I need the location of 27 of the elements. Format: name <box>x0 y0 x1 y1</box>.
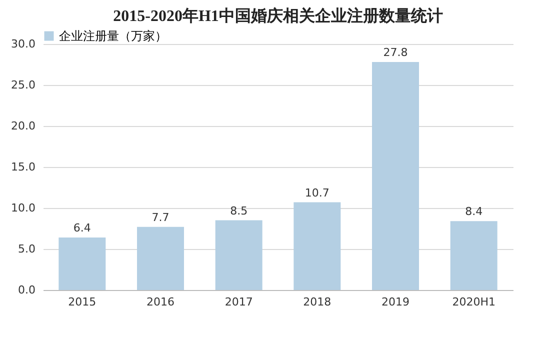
data-label: 27.8 <box>383 46 408 60</box>
data-label: 10.7 <box>304 186 330 200</box>
y-tick-label: 25.0 <box>11 78 36 92</box>
legend-label: 企业注册量（万家） <box>59 29 167 43</box>
data-label: 8.5 <box>230 204 248 218</box>
y-tick-label: 15.0 <box>11 160 36 174</box>
y-tick-label: 30.0 <box>11 38 36 50</box>
x-tick-label: 2020H1 <box>452 296 496 308</box>
y-tick-label: 5.0 <box>18 242 36 256</box>
y-tick-label: 10.0 <box>11 202 36 214</box>
y-tick-label: 0.0 <box>18 284 36 296</box>
data-label: 6.4 <box>73 222 91 235</box>
bar <box>58 238 106 290</box>
bar <box>450 221 498 290</box>
data-label: 8.4 <box>465 205 483 218</box>
bar <box>294 202 341 290</box>
x-tick-label: 2015 <box>68 296 96 308</box>
x-tick-label: 2018 <box>303 296 332 308</box>
bar <box>372 62 419 290</box>
y-tick-label: 20.0 <box>11 120 36 132</box>
bar <box>137 226 184 290</box>
chart-title: 2015-2020年H1中国婚庆相关企业注册数量统计 <box>113 7 443 25</box>
data-label: 7.7 <box>152 210 170 224</box>
x-tick-label: 2016 <box>146 296 174 308</box>
bar <box>215 220 262 290</box>
x-tick-label: 2017 <box>224 296 253 308</box>
x-tick-label: 2019 <box>382 296 410 308</box>
